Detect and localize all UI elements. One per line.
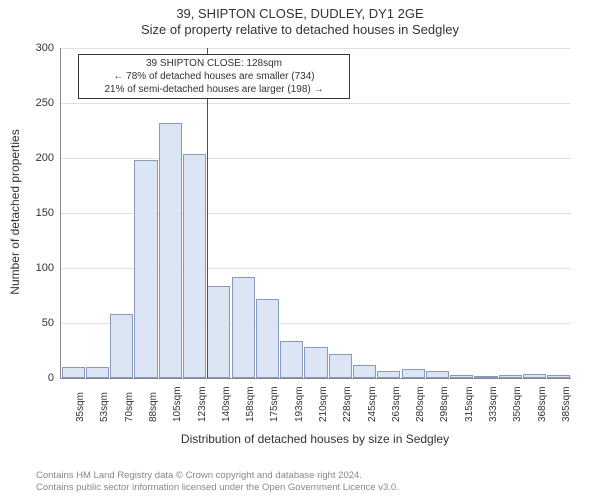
annotation-line-3: 21% of semi-detached houses are larger (… <box>83 83 345 96</box>
y-tick-label: 0 <box>26 372 54 384</box>
x-tick-label: 263sqm <box>391 386 402 422</box>
x-tick-label: 315sqm <box>464 386 475 422</box>
histogram-bar <box>377 371 400 378</box>
annotation-line-1: 39 SHIPTON CLOSE: 128sqm <box>83 57 345 70</box>
histogram-bar <box>134 160 157 378</box>
histogram-bar <box>402 369 425 378</box>
x-tick-label: 158sqm <box>245 386 256 422</box>
histogram-bar <box>426 371 449 378</box>
histogram-bar <box>183 154 206 378</box>
annotation-box: 39 SHIPTON CLOSE: 128sqm ← 78% of detach… <box>78 54 350 99</box>
histogram-bar <box>523 374 546 378</box>
y-tick-label: 200 <box>26 152 54 164</box>
x-tick-label: 105sqm <box>172 386 183 422</box>
histogram-bar <box>474 376 497 378</box>
y-tick-label: 50 <box>26 317 54 329</box>
x-tick-label: 35sqm <box>75 392 86 422</box>
x-tick-label: 88sqm <box>148 392 159 422</box>
x-tick-label: 280sqm <box>415 386 426 422</box>
gridline <box>61 158 571 159</box>
x-tick-label: 70sqm <box>124 392 135 422</box>
x-tick-label: 123sqm <box>197 386 208 422</box>
x-tick-label: 210sqm <box>318 386 329 422</box>
y-tick-label: 250 <box>26 97 54 109</box>
annotation-line-2: ← 78% of detached houses are smaller (73… <box>83 70 345 83</box>
histogram-bar <box>280 341 303 378</box>
footnote-line-1: Contains HM Land Registry data © Crown c… <box>36 470 399 482</box>
y-tick-label: 100 <box>26 262 54 274</box>
x-tick-label: 368sqm <box>537 386 548 422</box>
x-tick-label: 333sqm <box>488 386 499 422</box>
histogram-bar <box>232 277 255 378</box>
histogram-bar <box>499 375 522 378</box>
y-tick-label: 150 <box>26 207 54 219</box>
histogram-bar <box>207 286 230 378</box>
page-title-subtitle: Size of property relative to detached ho… <box>0 22 600 37</box>
histogram-bar <box>159 123 182 378</box>
gridline <box>61 103 571 104</box>
histogram-bar <box>547 375 570 378</box>
y-axis-label: Number of detached properties <box>8 112 22 312</box>
histogram-bar <box>62 367 85 378</box>
histogram-bar <box>110 314 133 378</box>
histogram-bar <box>353 365 376 378</box>
x-tick-label: 350sqm <box>512 386 523 422</box>
x-tick-label: 385sqm <box>561 386 572 422</box>
footnote-text: Contains HM Land Registry data © Crown c… <box>36 470 399 495</box>
x-axis-label: Distribution of detached houses by size … <box>60 432 570 446</box>
x-tick-label: 140sqm <box>221 386 232 422</box>
histogram-bar <box>329 354 352 378</box>
histogram-bar <box>304 347 327 378</box>
x-tick-label: 175sqm <box>269 386 280 422</box>
page-title-address: 39, SHIPTON CLOSE, DUDLEY, DY1 2GE <box>0 6 600 21</box>
gridline <box>61 48 571 49</box>
x-tick-label: 228sqm <box>342 386 353 422</box>
histogram-bar <box>86 367 109 378</box>
x-tick-label: 245sqm <box>367 386 378 422</box>
histogram-bar <box>450 375 473 378</box>
x-tick-label: 193sqm <box>294 386 305 422</box>
x-tick-label: 298sqm <box>439 386 450 422</box>
footnote-line-2: Contains public sector information licen… <box>36 482 399 494</box>
histogram-bar <box>256 299 279 378</box>
x-tick-label: 53sqm <box>99 392 110 422</box>
y-tick-label: 300 <box>26 42 54 54</box>
